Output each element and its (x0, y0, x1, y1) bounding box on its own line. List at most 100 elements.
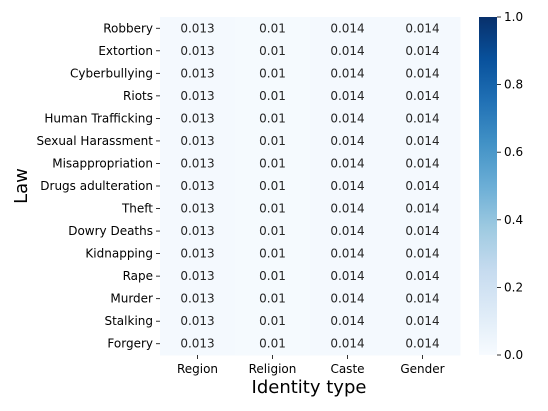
heatmap-cell (235, 62, 311, 86)
heatmap-cell (385, 242, 461, 266)
cell-value-label: 0.01 (259, 247, 286, 261)
x-axis-ticks: Region Religion Caste Gender (177, 355, 445, 376)
heatmap-cell (310, 332, 386, 356)
y-tick-label: Dowry Deaths (68, 224, 153, 238)
colorbar-tick-label: 0.4 (504, 213, 523, 227)
cell-value-label: 0.013 (180, 202, 214, 216)
y-tick-label: Riots (123, 89, 153, 103)
heatmap-cell (310, 219, 386, 243)
cell-value-label: 0.014 (330, 224, 364, 238)
cell-value-label: 0.014 (330, 292, 364, 306)
cell-value-label: 0.014 (405, 21, 439, 35)
heatmap-cell (160, 264, 236, 288)
cell-value-label: 0.014 (405, 179, 439, 193)
cell-value-label: 0.014 (330, 89, 364, 103)
heatmap-cell (235, 197, 311, 221)
cell-value-label: 0.014 (405, 337, 439, 351)
cell-value-label: 0.014 (330, 314, 364, 328)
cell-value-label: 0.013 (180, 66, 214, 80)
heatmap-cell (310, 129, 386, 153)
colorbar-tick-label: 0.6 (504, 145, 523, 159)
cell-value-label: 0.014 (330, 134, 364, 148)
heatmap-cell (310, 62, 386, 86)
colorbar-tick-label: 0.8 (504, 78, 523, 92)
heatmap-cell (385, 62, 461, 86)
heatmap-cell (310, 242, 386, 266)
heatmap-cell (160, 309, 236, 333)
cell-value-label: 0.014 (330, 337, 364, 351)
heatmap-cell (310, 39, 386, 63)
cell-value-label: 0.013 (180, 314, 214, 328)
heatmap-cell (160, 107, 236, 131)
cell-value-label: 0.01 (259, 179, 286, 193)
cell-value-label: 0.013 (180, 156, 214, 170)
heatmap-cell (235, 309, 311, 333)
heatmap-cell (385, 84, 461, 108)
heatmap-cell (235, 129, 311, 153)
heatmap-cell (235, 332, 311, 356)
colorbar-gradient (479, 17, 497, 355)
cell-value-label: 0.014 (330, 202, 364, 216)
y-tick-label: Kidnapping (85, 247, 153, 261)
heatmap-cell (385, 219, 461, 243)
heatmap-cell (160, 242, 236, 266)
cell-value-label: 0.013 (180, 269, 214, 283)
cell-value-label: 0.013 (180, 111, 214, 125)
cell-value-label: 0.013 (180, 247, 214, 261)
cell-value-label: 0.014 (405, 44, 439, 58)
colorbar-tick-label: 0.2 (504, 280, 523, 294)
heatmap-cell (160, 219, 236, 243)
heatmap-cell (385, 129, 461, 153)
cell-value-label: 0.014 (405, 202, 439, 216)
cell-value-label: 0.01 (259, 111, 286, 125)
cell-value-label: 0.014 (405, 111, 439, 125)
heatmap-cell (235, 84, 311, 108)
heatmap-cell (160, 39, 236, 63)
cell-value-label: 0.014 (330, 156, 364, 170)
cell-value-label: 0.014 (405, 314, 439, 328)
cell-value-label: 0.014 (405, 134, 439, 148)
y-tick-label: Drugs adulteration (40, 179, 153, 193)
cell-value-label: 0.01 (259, 202, 286, 216)
heatmap-cell (385, 197, 461, 221)
cell-value-label: 0.014 (405, 224, 439, 238)
cell-value-label: 0.01 (259, 269, 286, 283)
x-tick-label: Region (177, 362, 218, 376)
heatmap-cell (160, 129, 236, 153)
cell-value-label: 0.013 (180, 292, 214, 306)
heatmap-cell (235, 152, 311, 176)
y-tick-label: Theft (121, 202, 153, 216)
cell-value-label: 0.014 (405, 156, 439, 170)
cell-value-label: 0.014 (405, 66, 439, 80)
cell-value-label: 0.013 (180, 44, 214, 58)
x-tick-label: Religion (249, 362, 297, 376)
cell-value-label: 0.01 (259, 156, 286, 170)
colorbar: 0.0 0.2 0.4 0.6 0.8 1.0 (479, 10, 523, 362)
heatmap-cell (385, 107, 461, 131)
heatmap-cell-labels: 0.013 0.01 0.014 0.014 0.013 0.01 0.014 0.014 0.… (180, 21, 439, 350)
cell-value-label: 0.014 (330, 21, 364, 35)
heatmap-cell (310, 84, 386, 108)
heatmap-cell (310, 287, 386, 311)
heatmap-cell (385, 174, 461, 198)
cell-value-label: 0.014 (330, 269, 364, 283)
heatmap-cell (235, 287, 311, 311)
cell-value-label: 0.014 (330, 111, 364, 125)
heatmap-cell (160, 197, 236, 221)
colorbar-tick-label: 0.0 (504, 348, 523, 362)
heatmap-cell (385, 287, 461, 311)
heatmap-cell (310, 197, 386, 221)
heatmap-cell (310, 309, 386, 333)
heatmap-cell (310, 107, 386, 131)
y-tick-label: Misappropriation (52, 156, 153, 170)
heatmap-cell (310, 264, 386, 288)
heatmap-cell (235, 242, 311, 266)
heatmap-cell (160, 62, 236, 86)
y-tick-label: Stalking (104, 314, 153, 328)
heatmap-cells (160, 17, 461, 356)
cell-value-label: 0.01 (259, 21, 286, 35)
cell-value-label: 0.013 (180, 179, 214, 193)
cell-value-label: 0.013 (180, 337, 214, 351)
